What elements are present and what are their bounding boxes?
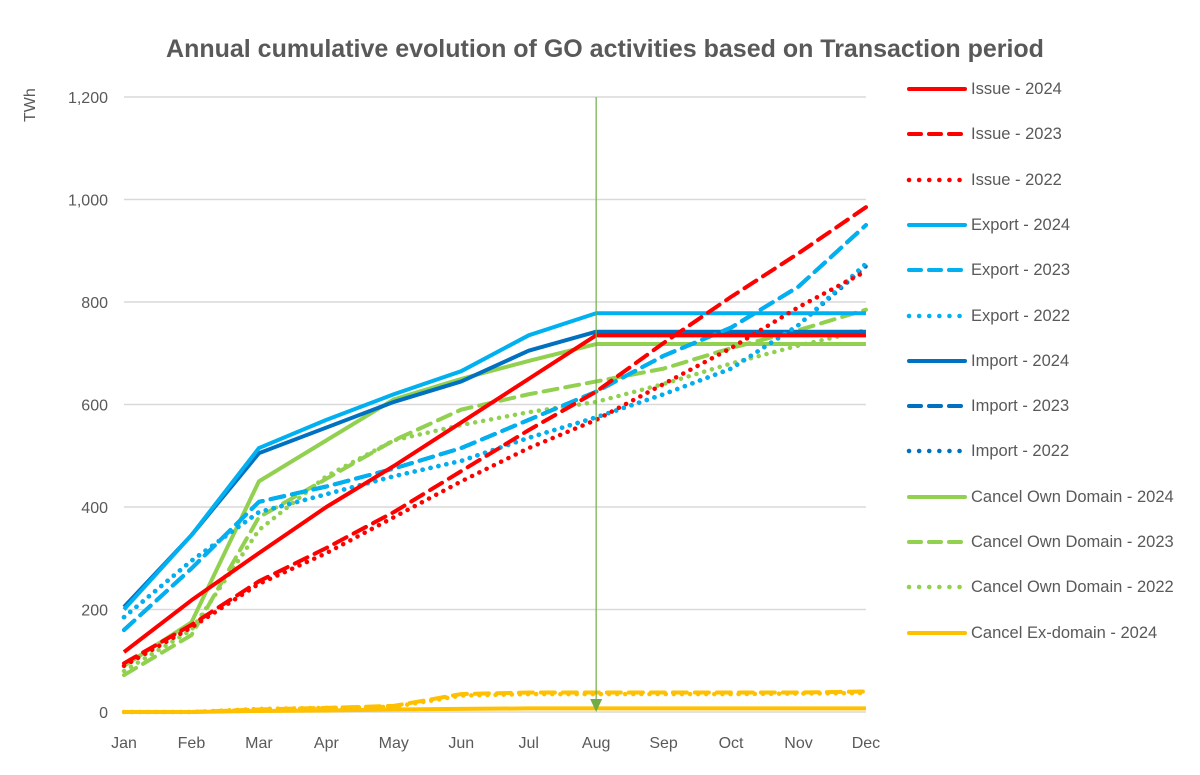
legend-label: Import - 2022	[971, 442, 1070, 461]
y-tick-label: 0	[99, 705, 108, 722]
y-tick-label: 400	[81, 500, 108, 517]
legend-swatch-icon	[906, 585, 968, 590]
legend-item: Import - 2023	[905, 395, 1195, 441]
legend-label: Cancel Own Domain - 2023	[971, 533, 1174, 551]
legend-label: Export - 2024	[971, 215, 1071, 234]
series-line	[122, 205, 868, 666]
legend-item: Issue - 2022	[905, 169, 1195, 215]
legend-label: Export - 2022	[971, 306, 1071, 325]
legend-swatch-icon	[907, 540, 967, 544]
series-line	[122, 329, 866, 609]
legend-swatch-icon	[907, 358, 967, 363]
y-tick-label: 600	[81, 398, 108, 415]
x-tick-label: Aug	[582, 735, 610, 752]
series-line	[122, 311, 866, 611]
x-tick-label: Dec	[852, 735, 880, 752]
marker-arrow-icon	[590, 699, 603, 712]
y-axis-label: TWh	[22, 88, 39, 122]
legend-label: Issue - 2023	[971, 125, 1062, 144]
legend-swatch-icon	[907, 268, 967, 273]
legend-item: Export - 2024	[905, 214, 1195, 260]
legend-item: Issue - 2024	[905, 78, 1195, 124]
y-tick-label: 1,200	[68, 90, 108, 107]
x-tick-label: Sep	[649, 735, 678, 752]
series-line	[122, 223, 868, 632]
series-line	[121, 327, 869, 674]
legend-item: Issue - 2023	[905, 123, 1195, 169]
x-tick-label: Apr	[314, 735, 340, 752]
legend-swatch-icon	[906, 449, 968, 454]
legend-item: Cancel Ex-domain - 2024	[905, 622, 1195, 668]
legend-swatch-icon	[907, 222, 967, 227]
legend-label: Cancel Own Domain - 2022	[971, 578, 1174, 597]
legend-item: Cancel Own Domain - 2024	[905, 486, 1195, 532]
legend-swatch-icon	[907, 494, 967, 499]
x-tick-label: Jun	[448, 735, 474, 752]
legend-label: Cancel Own Domain - 2024	[971, 487, 1174, 506]
legend-swatch-icon	[906, 177, 968, 182]
legend-label: Import - 2024	[971, 351, 1070, 370]
legend-swatch-icon	[907, 630, 967, 635]
legend-label: Issue - 2022	[971, 170, 1062, 189]
y-tick-label: 200	[81, 603, 108, 620]
x-tick-label: Mar	[245, 735, 273, 752]
series-line	[121, 263, 869, 620]
series-line	[122, 333, 866, 654]
series-line	[124, 706, 866, 714]
y-tick-label: 800	[81, 295, 108, 312]
x-tick-label: Jan	[111, 735, 137, 752]
x-tick-label: Nov	[784, 735, 812, 752]
legend-label: Issue - 2024	[971, 80, 1062, 98]
legend-item: Import - 2024	[905, 350, 1195, 396]
series-line	[121, 261, 869, 620]
x-tick-label: Jul	[518, 735, 538, 752]
series-line	[122, 342, 866, 668]
legend-swatch-icon	[906, 313, 968, 318]
x-tick-label: May	[379, 735, 409, 752]
legend-item: Cancel Own Domain - 2022	[905, 576, 1195, 622]
legend-label: Import - 2023	[971, 397, 1070, 416]
legend-item: Export - 2022	[905, 305, 1195, 351]
legend-item: Export - 2023	[905, 259, 1195, 305]
legend-item: Cancel Own Domain - 2023	[905, 531, 1195, 577]
legend-item: Import - 2022	[905, 440, 1195, 486]
legend-label: Export - 2023	[971, 261, 1071, 280]
legend-swatch-icon	[907, 404, 967, 409]
legend-label: Cancel Ex-domain - 2024	[971, 623, 1158, 642]
x-tick-label: Oct	[719, 735, 744, 752]
x-tick-label: Feb	[178, 735, 206, 752]
y-tick-label: 1,000	[68, 193, 108, 210]
legend-swatch-icon	[907, 87, 967, 91]
chart-title: Annual cumulative evolution of GO activi…	[166, 35, 1044, 63]
legend-swatch-icon	[907, 132, 967, 137]
series-line	[121, 269, 869, 669]
